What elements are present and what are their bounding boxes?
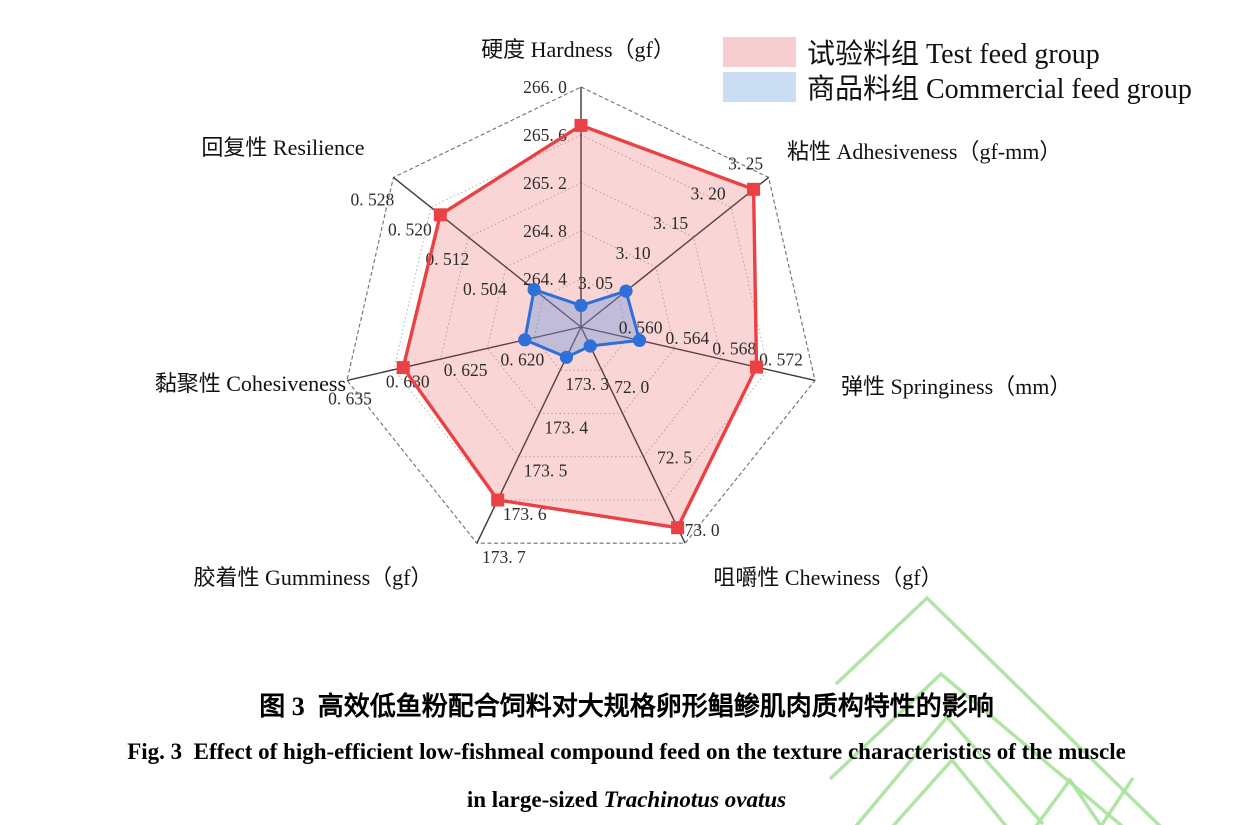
data-point-marker: [747, 182, 761, 196]
axis-title-chewiness: 咀嚼性 Chewiness（gf）: [713, 565, 943, 590]
data-point-marker: [559, 350, 574, 364]
tick-label: 0. 528: [351, 189, 395, 209]
tick-label: 0. 620: [501, 349, 545, 369]
tick-label: 0. 568: [712, 339, 756, 359]
tick-label: 3. 15: [653, 213, 688, 233]
series-fill: [524, 289, 640, 358]
axis-title-gumminess: 胶着性 Gumminess（gf）: [193, 565, 433, 590]
watermark-shape: [891, 757, 1008, 825]
grid-ring: [393, 134, 769, 501]
tick-label: 72. 5: [657, 448, 692, 468]
tick-label: 264. 8: [523, 221, 567, 241]
tick-label: 266. 0: [523, 77, 567, 97]
axis-spoke: [392, 176, 582, 328]
axis-title-resilience: 回复性 Resilience: [201, 135, 365, 160]
tick-label: 173. 4: [544, 418, 588, 438]
data-point-marker: [527, 283, 541, 297]
axis-spoke: [346, 326, 582, 382]
data-point-marker: [619, 284, 633, 298]
tick-label: 265. 2: [523, 173, 567, 193]
tick-label: 72. 0: [614, 377, 649, 397]
grid-ring: [533, 278, 629, 371]
axis-spoke: [580, 326, 686, 544]
tick-label: 0. 572: [759, 349, 803, 369]
tick-label: 0. 625: [444, 360, 488, 380]
tick-label: 0. 630: [386, 372, 430, 392]
legend-swatch-test-feed: [723, 36, 796, 67]
data-point-marker: [574, 298, 588, 312]
grid-outer-ring: [346, 86, 816, 544]
legend-item-commercial-feed: 商品料组 Commercial feed group: [723, 71, 1192, 105]
legend-swatch-commercial-feed: [723, 71, 796, 102]
tick-label: 0. 504: [463, 279, 507, 299]
tick-label: 73. 0: [685, 520, 720, 540]
tick-label: 0. 635: [328, 388, 372, 408]
data-point-marker: [518, 333, 532, 347]
data-point-marker: [491, 493, 505, 507]
data-point-marker: [671, 521, 685, 535]
tick-label: 3. 20: [691, 183, 726, 203]
watermark-shape: [1034, 776, 1135, 825]
axis-title-cohesiveness: 黏聚性 Cohesiveness: [154, 371, 346, 396]
legend-label-commercial-feed: 商品料组 Commercial feed group: [807, 73, 1192, 105]
tick-label: 173. 6: [503, 504, 547, 524]
data-point-marker: [632, 333, 647, 347]
series-outline: [523, 288, 641, 359]
axis-title-hardness: 硬度 Hardness（gf）: [481, 37, 675, 62]
data-point-marker: [574, 118, 588, 132]
data-point-marker: [750, 360, 763, 374]
legend-item-test-feed: 试验料组 Test feed group: [723, 36, 1192, 70]
caption-species-line: in large-sized Trachinotus ovatus: [0, 787, 1253, 813]
tick-label: 3. 25: [728, 153, 763, 173]
data-point-marker: [396, 361, 410, 375]
tick-label: 0. 560: [619, 317, 663, 337]
caption-species-prefix: in large-sized: [466, 787, 604, 812]
watermark-shape: [834, 595, 1162, 825]
tick-label: 0. 564: [666, 328, 710, 348]
tick-label: 173. 7: [482, 547, 526, 567]
tick-label: 0. 520: [388, 219, 432, 239]
tick-label: 173. 5: [524, 461, 568, 481]
caption-species-name: Trachinotus ovatus: [603, 787, 787, 812]
data-point-marker: [433, 208, 447, 222]
caption-english: Fig. 3 Effect of high-efficient low-fish…: [127, 739, 1126, 764]
axis-spoke: [580, 326, 816, 382]
series-outline: [401, 123, 759, 530]
axis-spoke: [580, 176, 770, 328]
tick-label: 173. 3: [565, 374, 609, 394]
axis-title-adhesiveness: 粘性 Adhesiveness（gf-mm）: [787, 139, 1062, 164]
caption-chinese: 图 3 高效低鱼粉配合饲料对大规格卵形鲳鲹肌肉质构特性的影响: [259, 692, 994, 721]
tick-label: 3. 05: [578, 273, 613, 293]
tick-label: 3. 10: [616, 243, 651, 263]
data-point-marker: [583, 339, 597, 353]
series-fill: [403, 125, 757, 528]
legend: 试验料组 Test feed group 商品料组 Commercial fee…: [723, 36, 1192, 106]
grid-ring: [486, 230, 676, 414]
legend-label-test-feed: 试验料组 Test feed group: [807, 38, 1100, 70]
tick-label: 265. 6: [523, 125, 567, 145]
tick-label: 0. 512: [426, 249, 470, 269]
watermark-shape: [854, 714, 1045, 825]
axis-title-springiness: 弹性 Springiness（mm）: [841, 374, 1072, 399]
watermark-shape: [828, 671, 1124, 825]
